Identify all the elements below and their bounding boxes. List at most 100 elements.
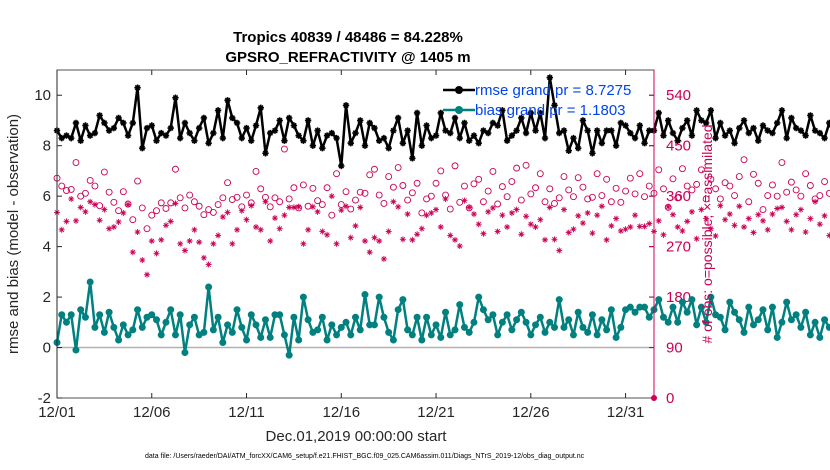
bias-point (821, 316, 829, 324)
obs-assimilated-point (319, 228, 326, 235)
obs-possible-point (399, 182, 407, 189)
bias-point (280, 331, 288, 339)
obs-possible-point (626, 174, 634, 182)
bias-point (67, 311, 75, 319)
obs-assimilated-point (399, 236, 406, 243)
bias-point (740, 328, 748, 336)
rmse-point (134, 84, 141, 91)
obs-assimilated-point (693, 235, 700, 242)
rmse-point (484, 129, 492, 137)
rmse-point (451, 114, 459, 122)
y-tick-label: 10 (34, 87, 51, 104)
obs-assimilated-point (177, 240, 184, 247)
obs-assimilated-point (575, 212, 582, 219)
bias-point (498, 318, 506, 326)
legend-rmse-marker (455, 86, 463, 94)
rmse-point (224, 97, 231, 104)
obs-possible-point (427, 192, 435, 200)
x-tick-label: 12/31 (607, 404, 645, 421)
obs-assimilated-point (470, 211, 477, 218)
bias-point (257, 333, 265, 341)
obs-possible-point (63, 187, 70, 194)
obs-possible-point (72, 159, 80, 166)
obs-assimilated-point (129, 249, 136, 256)
obs-possible-point (806, 182, 814, 189)
obs-possible-point (67, 185, 75, 193)
bias-point (413, 313, 421, 321)
obs-possible-point (555, 194, 563, 202)
rmse-point (466, 137, 473, 144)
rmse-point (574, 145, 582, 152)
bias-line (55, 280, 830, 357)
rmse-point (726, 127, 734, 134)
obs-possible-point (688, 186, 696, 194)
rmse-point (475, 139, 482, 147)
bias-point (588, 311, 596, 319)
bias-point (238, 323, 246, 331)
bias-point (612, 333, 620, 341)
rmse-point (522, 129, 530, 137)
rmse-point (807, 112, 814, 119)
obs-assimilated-point (186, 238, 193, 245)
obs-assimilated-point (181, 247, 188, 254)
obs-possible-point (764, 192, 772, 200)
obs-possible-point (153, 207, 160, 215)
y-tick-label: 0 (43, 340, 51, 357)
rmse-point (252, 122, 260, 129)
bias-point (664, 318, 672, 326)
rmse-point (499, 107, 506, 114)
bias-point (555, 296, 563, 304)
rmse-point (101, 119, 108, 127)
obs-assimilated-point (707, 225, 714, 232)
rmse-point (319, 145, 326, 152)
obs-possible-point (588, 193, 596, 201)
obs-assimilated-point (537, 216, 544, 223)
obs-possible-point (494, 200, 502, 208)
rmse-point (447, 129, 454, 137)
y-right-tick-label: 90 (666, 340, 683, 357)
rmse-point (191, 137, 198, 144)
obs-assimilated-point (428, 209, 435, 216)
rmse-point (124, 132, 132, 139)
rmse-point (176, 134, 184, 142)
obs-assimilated-point (570, 226, 577, 233)
bias-point (735, 316, 743, 324)
bias-point (323, 336, 331, 344)
obs-assimilated-point (347, 234, 354, 241)
bias-point (641, 303, 649, 311)
rmse-point (551, 102, 558, 109)
obs-assimilated-point (556, 247, 563, 254)
rmse-point (636, 122, 643, 129)
rmse-point (248, 137, 255, 144)
bias-point (176, 311, 184, 319)
bias-point (261, 316, 269, 324)
obs-possible-point (503, 193, 511, 201)
bias-point (456, 301, 464, 309)
bias-point (693, 321, 701, 329)
rmse-point (394, 114, 402, 122)
rmse-point (181, 119, 189, 127)
bias-point (72, 346, 80, 354)
obs-assimilated-point (461, 197, 468, 204)
bias-point (494, 331, 502, 339)
y-axis-right-label: # of obs: o=possible; ×=assimilated (699, 124, 715, 343)
bias-point (446, 331, 454, 339)
obs-assimilated-point (821, 212, 828, 219)
bias-point (688, 296, 696, 304)
rmse-point (390, 127, 397, 134)
obs-possible-point (280, 145, 288, 153)
obs-possible-point (612, 184, 620, 192)
obs-assimilated-point (802, 229, 809, 236)
rmse-point (63, 132, 70, 139)
obs-assimilated-point (314, 208, 321, 215)
obs-assimilated-point (684, 218, 691, 225)
obs-possible-point (86, 177, 94, 184)
bias-point (513, 316, 521, 324)
rmse-point (778, 107, 786, 114)
obs-possible-point (560, 173, 568, 180)
rmse-point (665, 117, 672, 124)
series-obs-assimilated (54, 193, 830, 278)
rmse-point (172, 94, 179, 101)
bias-point (219, 338, 227, 346)
rmse-point (546, 74, 553, 81)
